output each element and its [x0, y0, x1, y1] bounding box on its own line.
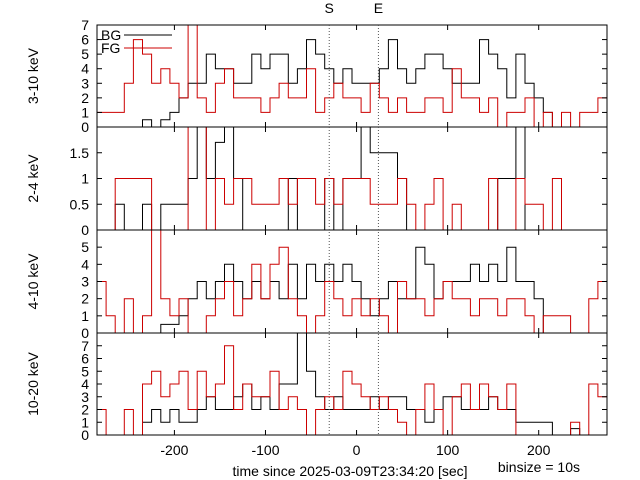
legend-label-bg: BG: [101, 27, 121, 43]
panel-1: 0 0.5 1 1.5 2-4 keV: [25, 126, 608, 238]
series-fg-line: [97, 25, 607, 127]
y-tick-label: 1: [81, 171, 89, 187]
series-fg-line: [97, 345, 607, 435]
marker-label-s: S: [325, 0, 334, 16]
y-tick-label: 5: [81, 239, 89, 255]
y-tick-label: 7: [81, 17, 89, 33]
y-tick-label: 1: [81, 414, 89, 430]
x-tick-label: 200: [527, 442, 551, 458]
x-axis: -200 -100 0 100 200: [160, 442, 550, 458]
y-tick-label: 4: [81, 61, 89, 77]
legend-label-fg: FG: [101, 40, 120, 56]
y-tick-label: 0.5: [70, 196, 90, 212]
series-fg-line: [97, 127, 607, 230]
y-tick-label: 3: [81, 274, 89, 290]
binsize-label: binsize = 10s: [498, 459, 580, 475]
y-axis-label: 2-4 keV: [25, 154, 41, 203]
y-tick-label: 1.5: [70, 145, 90, 161]
y-tick-label: 7: [81, 338, 89, 354]
y-tick-label: 1: [81, 104, 89, 120]
y-axis-label: 4-10 keV: [25, 253, 41, 310]
y-tick-label: 4: [81, 256, 89, 272]
y-tick-label: 0: [81, 427, 89, 443]
y-tick-label: 3: [81, 389, 89, 405]
y-tick-label: 5: [81, 46, 89, 62]
x-tick-label: -100: [251, 442, 279, 458]
series-bg-line: [97, 246, 607, 333]
x-tick-label: 0: [353, 442, 361, 458]
x-axis-label: time since 2025-03-09T23:34:20 [sec]: [232, 463, 467, 479]
y-tick-label: 0: [81, 119, 89, 135]
y-tick-label: 0: [81, 222, 89, 238]
x-tick-label: 100: [436, 442, 460, 458]
y-tick-label: 3: [81, 75, 89, 91]
y-tick-label: 1: [81, 308, 89, 324]
y-tick-label: 0: [81, 325, 89, 341]
y-axis-label: 10-20 keV: [25, 351, 41, 415]
y-tick-label: 6: [81, 32, 89, 48]
y-tick-label: 2: [81, 90, 89, 106]
y-axis-label: 3-10 keV: [25, 47, 41, 104]
y-tick-label: 2: [81, 402, 89, 418]
y-tick-label: 2: [81, 291, 89, 307]
y-tick-label: 6: [81, 351, 89, 367]
y-tick-label: 5: [81, 363, 89, 379]
marker-label-e: E: [374, 0, 383, 16]
series-fg-line: [97, 230, 607, 333]
x-tick-label: -200: [160, 442, 188, 458]
y-tick-label: 4: [81, 376, 89, 392]
